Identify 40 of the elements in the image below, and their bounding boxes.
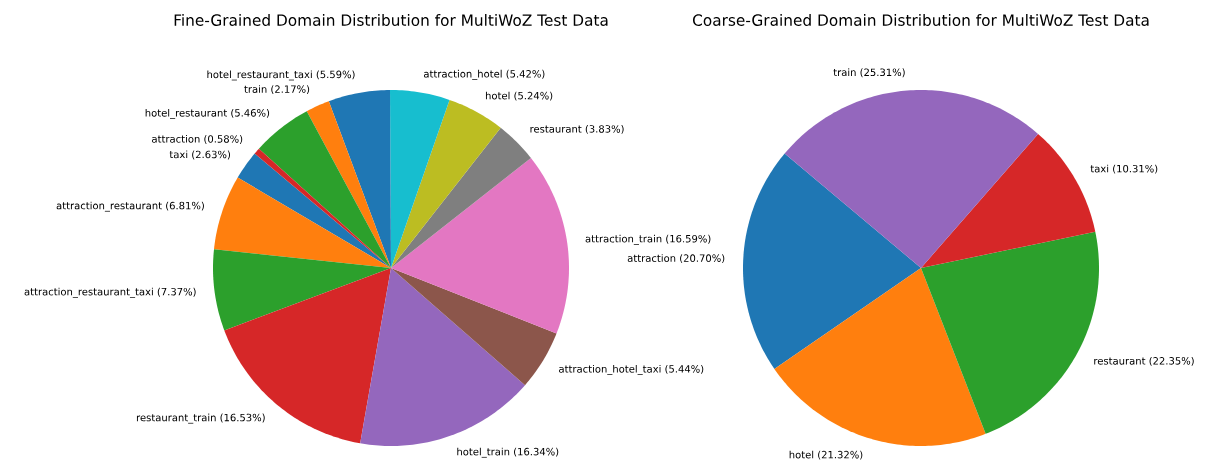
slice-label: hotel [789, 450, 814, 459]
data-label: (21.32%) [818, 450, 863, 460]
slice-label: taxi [169, 150, 188, 159]
slice-label: train [244, 85, 267, 93]
slice-label: attraction_train [585, 234, 662, 245]
data-label: (5.46%) [231, 108, 270, 118]
data-label: (25.31%) [860, 68, 905, 78]
slice-label: hotel [485, 91, 510, 100]
data-label: (0.58%) [204, 134, 243, 144]
data-label: (5.59%) [316, 70, 355, 80]
slice-label: train [833, 68, 856, 77]
slice-label: attraction_restaurant [56, 201, 162, 212]
data-label: (22.35%) [1149, 356, 1194, 366]
data-label: (6.81%) [166, 201, 204, 211]
data-label: (5.24%) [514, 91, 553, 101]
data-label: (20.70%) [680, 254, 725, 264]
data-label: (2.17%) [271, 85, 310, 95]
chart-title: Coarse-Grained Domain Distribution for MultiWoZ Test Data [692, 14, 1149, 26]
data-label: (3.83%) [585, 124, 624, 134]
slice-label: hotel_restaurant [145, 108, 227, 119]
slice-label: hotel_restaurant_taxi [207, 70, 312, 81]
data-label: (16.53%) [220, 413, 265, 423]
slice-label: restaurant [530, 125, 582, 133]
data-label: (7.37%) [157, 287, 196, 297]
data-label: (5.44%) [665, 364, 704, 374]
data-label: (16.59%) [666, 234, 711, 244]
slice-label: restaurant [1094, 357, 1146, 365]
slice-label: hotel_train [457, 447, 510, 458]
slice-label: restaurant_train [136, 413, 216, 424]
chart-title: Fine-Grained Domain Distribution for MultiWoZ Test Data [174, 14, 608, 26]
slice-label: taxi [1090, 164, 1109, 173]
slice-label: attraction [627, 254, 676, 262]
slice-label: attraction_hotel_taxi [559, 364, 661, 375]
data-label: (10.31%) [1113, 164, 1158, 174]
data-label: (2.63%) [192, 150, 230, 160]
data-label: (5.42%) [506, 69, 545, 79]
data-label: (16.34%) [514, 447, 559, 457]
slice-label: attraction_hotel [423, 69, 502, 80]
slice-label: attraction_restaurant_taxi [24, 287, 153, 298]
slice-label: attraction [152, 134, 200, 143]
